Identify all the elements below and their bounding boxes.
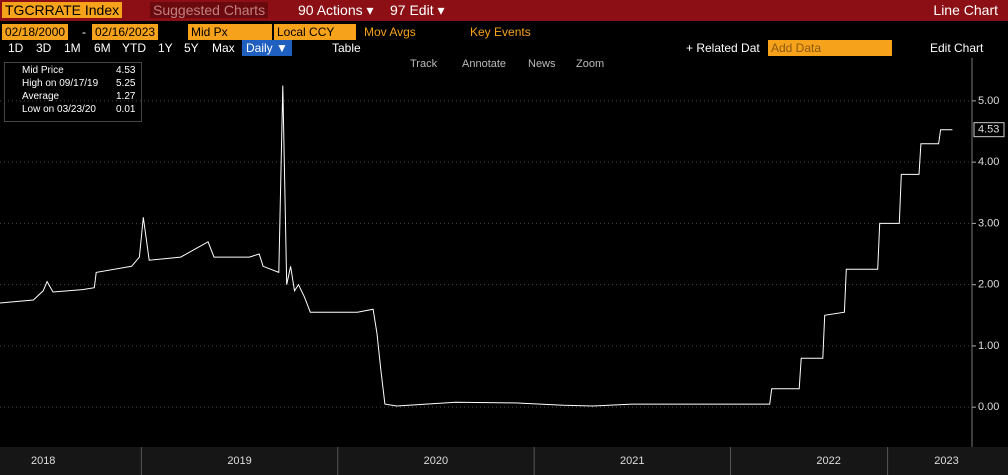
end-date[interactable]: 02/16/2023 bbox=[92, 24, 159, 40]
period-button[interactable]: 3D bbox=[36, 41, 52, 55]
legend-label: Low on 03/23/20 bbox=[22, 104, 96, 115]
period-button[interactable]: 1M bbox=[64, 41, 81, 55]
y-tick-label: 2.00 bbox=[978, 279, 999, 291]
table-button[interactable]: Table bbox=[332, 41, 361, 55]
dash: - bbox=[82, 25, 86, 39]
key-events[interactable]: Key Events bbox=[470, 25, 531, 39]
edit[interactable]: 97 Edit ▾ bbox=[390, 2, 445, 18]
y-tick-label: 4.00 bbox=[978, 156, 999, 168]
frequency[interactable]: Daily ▼ bbox=[242, 40, 292, 56]
tool-button[interactable]: Zoom bbox=[576, 58, 605, 70]
legend-value: 5.25 bbox=[116, 78, 136, 89]
x-tick-label: 2018 bbox=[31, 455, 55, 467]
x-axis-band bbox=[0, 447, 1008, 475]
start-date[interactable]: 02/18/2000 bbox=[2, 24, 69, 40]
period-button[interactable]: 6M bbox=[94, 41, 111, 55]
x-tick-label: 2023 bbox=[934, 455, 958, 467]
period-button[interactable]: YTD bbox=[122, 41, 146, 55]
ticker[interactable]: TGCRRATE Index bbox=[2, 2, 123, 18]
period-button[interactable]: 1D bbox=[8, 41, 24, 55]
legend-label: Average bbox=[22, 91, 60, 102]
chart: 0.00 1.00 2.00 3.00 4.00 5.00 2018 2019 2020 2021… bbox=[0, 58, 1008, 475]
x-tick-label: 2022 bbox=[816, 455, 840, 467]
y-tick-label: 1.00 bbox=[978, 340, 999, 352]
price-line bbox=[0, 85, 953, 407]
legend-box bbox=[4, 62, 142, 122]
x-tick-label: 2020 bbox=[424, 455, 448, 467]
y-tick-label: 3.00 bbox=[978, 217, 999, 229]
legend-value: 1.27 bbox=[116, 91, 136, 102]
legend-label: Mid Price bbox=[22, 65, 64, 76]
tool-button[interactable]: Annotate bbox=[462, 58, 507, 70]
tool-button[interactable]: News bbox=[528, 58, 556, 70]
period-button[interactable]: 1Y bbox=[158, 41, 173, 55]
legend-value: 0.01 bbox=[116, 104, 136, 115]
view-name: Line Chart bbox=[933, 2, 998, 18]
field[interactable]: Mid Px bbox=[188, 24, 272, 40]
period-button[interactable]: Max bbox=[212, 41, 235, 55]
period-button[interactable]: 5Y bbox=[184, 41, 199, 55]
edit-chart[interactable]: Edit Chart bbox=[930, 41, 984, 55]
mov-avgs[interactable]: Mov Avgs bbox=[364, 25, 416, 39]
currency[interactable]: Local CCY bbox=[274, 24, 356, 40]
suggested[interactable]: Suggested Charts bbox=[150, 2, 269, 18]
add-data[interactable]: Add Data bbox=[768, 40, 892, 56]
x-tick-label: 2019 bbox=[227, 455, 251, 467]
last-value-badge bbox=[973, 122, 1005, 138]
y-tick-label: 0.00 bbox=[978, 401, 999, 413]
actions[interactable]: 90 Actions ▾ bbox=[298, 2, 374, 18]
legend-value: 4.53 bbox=[116, 65, 136, 76]
related-data[interactable]: + Related Dat bbox=[686, 41, 760, 55]
legend-label: High on 09/17/19 bbox=[22, 78, 99, 89]
last-value-label: 4.53 bbox=[978, 124, 999, 136]
x-tick-label: 2021 bbox=[620, 455, 644, 467]
tool-button[interactable]: Track bbox=[410, 58, 438, 70]
y-tick-label: 5.00 bbox=[978, 95, 999, 107]
